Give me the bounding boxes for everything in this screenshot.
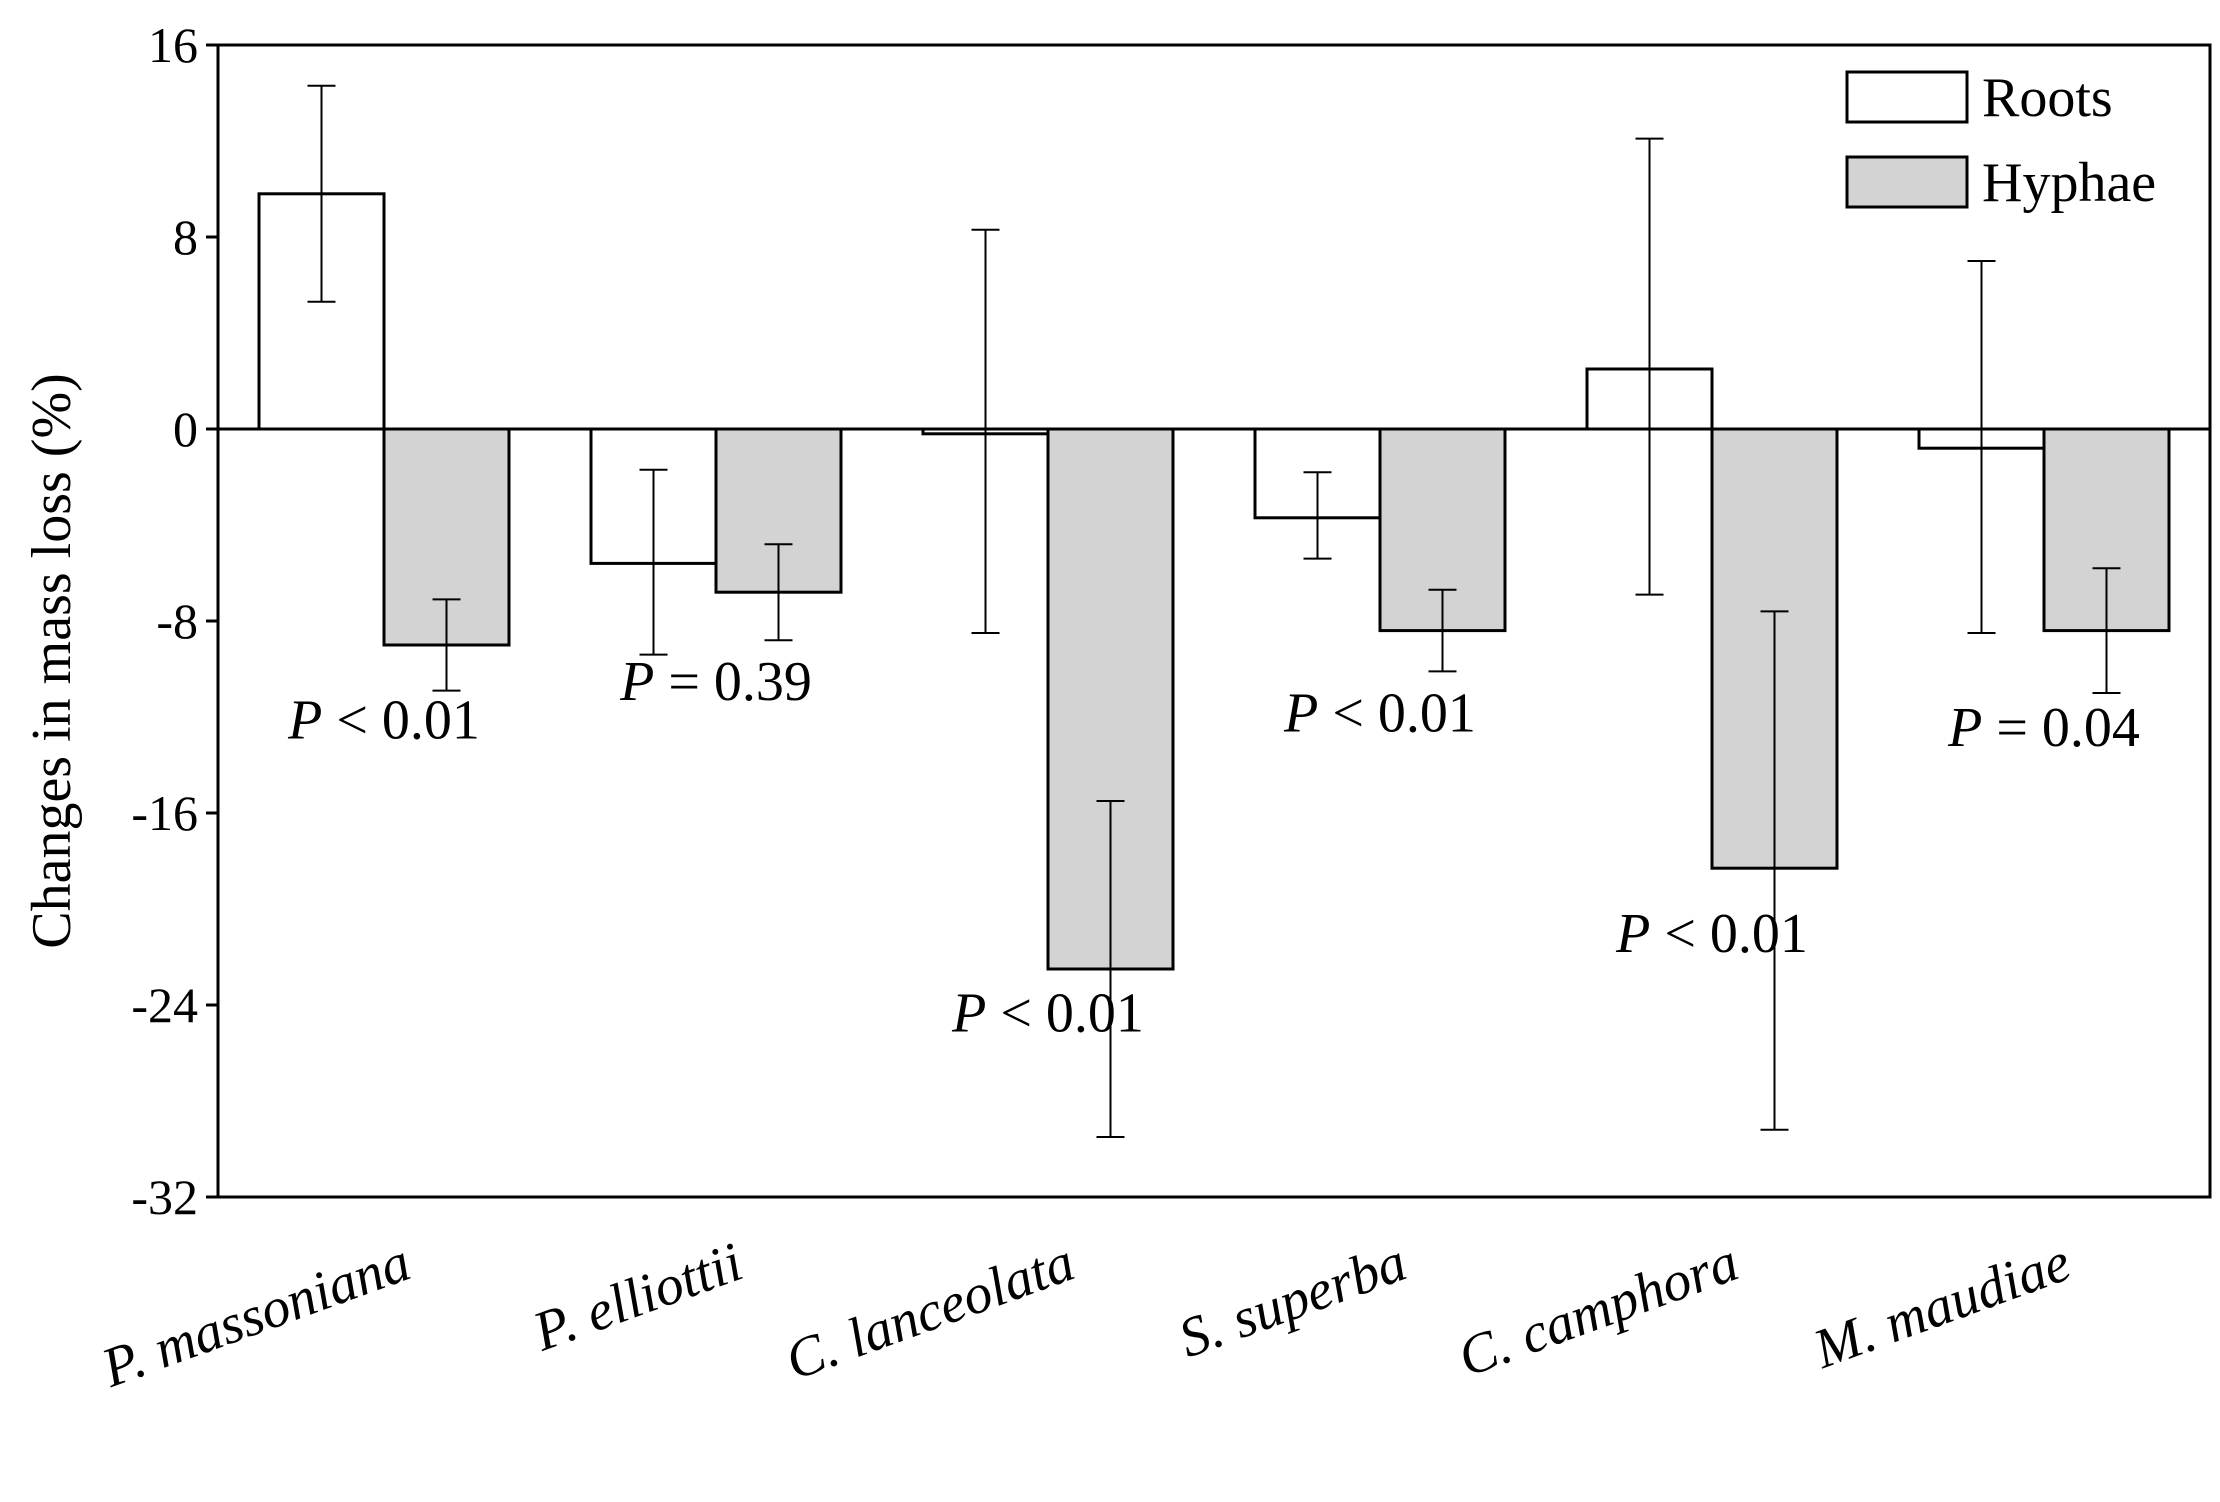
- p-value-annotation-4: P < 0.01: [1615, 903, 1808, 965]
- y-tick-label-3: -8: [156, 593, 198, 649]
- x-category-label-1: P. elliottii: [525, 1231, 751, 1364]
- x-category-label-3: S. superba: [1171, 1231, 1414, 1370]
- p-value-annotation-3: P < 0.01: [1283, 682, 1476, 744]
- y-tick-label-1: 8: [173, 209, 198, 265]
- p-value-annotation-0: P < 0.01: [287, 690, 480, 752]
- legend-label-hyphae: Hyphae: [1982, 152, 2156, 214]
- y-tick-label-2: 0: [173, 401, 198, 457]
- y-tick-label-0: 16: [148, 17, 198, 73]
- p-value-annotation-1: P = 0.39: [619, 651, 812, 713]
- y-axis-title: Changes in mass loss (%): [21, 373, 83, 949]
- x-category-label-4: C. camphora: [1450, 1231, 1746, 1389]
- p-value-annotation-5: P = 0.04: [1947, 697, 2140, 759]
- legend-swatch-hyphae: [1845, 155, 1969, 209]
- y-tick-label-6: -32: [131, 1169, 198, 1225]
- x-category-label-5: M. maudiae: [1805, 1231, 2079, 1381]
- bars-layer: [257, 84, 2171, 1138]
- plot-frame: [216, 43, 2212, 1199]
- legend: Roots Hyphae: [1845, 67, 2156, 214]
- legend-swatch-roots: [1845, 70, 1969, 124]
- y-tick-label-4: -16: [131, 785, 198, 841]
- legend-label-roots: Roots: [1982, 67, 2113, 129]
- annotations-layer: P < 0.01 P = 0.39 P < 0.01 P < 0.01 P < 0.01…: [287, 651, 2140, 1044]
- x-category-label-0: P. massoniana: [93, 1231, 418, 1400]
- y-tick-label-5: -24: [131, 977, 198, 1033]
- x-category-label-2: C. lanceolata: [778, 1231, 1083, 1392]
- p-value-annotation-2: P < 0.01: [951, 982, 1144, 1044]
